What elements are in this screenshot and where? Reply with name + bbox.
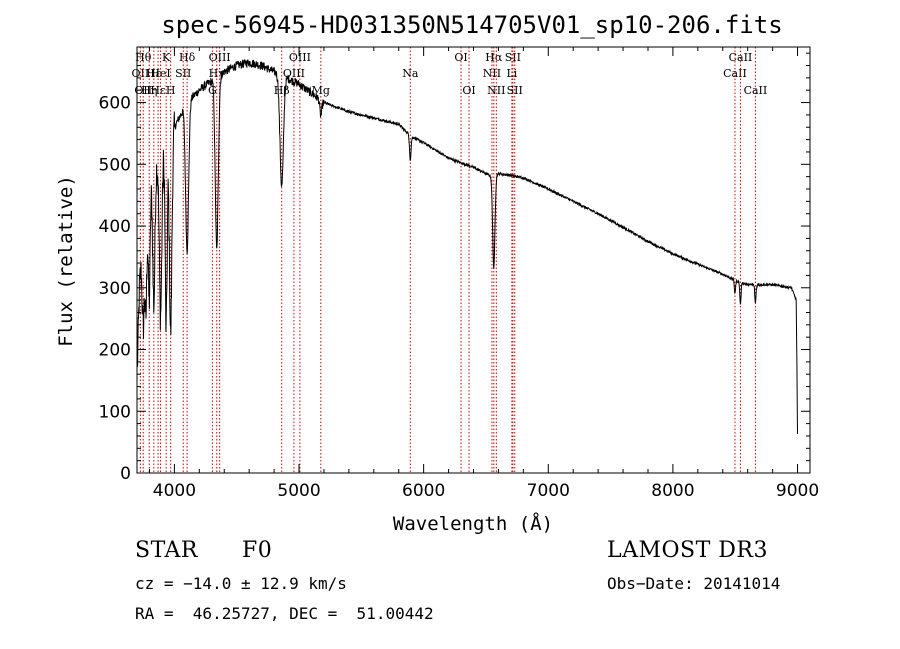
line-marker-label: OIII <box>209 51 231 64</box>
line-marker-label: Hβ <box>274 84 290 97</box>
x-tick-label: 9000 <box>776 481 819 501</box>
x-tick-label: 7000 <box>527 481 570 501</box>
line-marker-label: SII <box>505 51 521 64</box>
spectrum-line <box>136 59 798 434</box>
x-tick-label: 4000 <box>153 481 196 501</box>
survey-name: LAMOST DR3 <box>607 538 768 563</box>
object-subclass: F0 <box>242 538 273 563</box>
line-marker-label: Li <box>506 67 517 80</box>
object-class: STAR <box>135 538 198 563</box>
line-marker-label: Hε <box>146 67 162 80</box>
line-marker-label: Na <box>402 67 419 80</box>
plot-frame <box>136 46 811 474</box>
y-tick-label: 300 <box>99 279 131 299</box>
y-tick-label: 100 <box>99 402 131 422</box>
line-marker-label: CaII <box>723 67 747 80</box>
x-axis: 4000 5000 6000 7000 8000 9000 <box>148 47 819 501</box>
line-marker-label: OI <box>454 51 467 64</box>
line-marker-label: SII <box>507 84 523 97</box>
line-marker-label: OI <box>462 84 475 97</box>
line-marker-label: OII <box>132 67 150 80</box>
y-tick-label: 200 <box>99 341 131 361</box>
y-tick-label: 600 <box>99 94 131 114</box>
x-tick-label: 8000 <box>651 481 694 501</box>
line-markers: OIIHθOIIHηHεHεHeIKHSIIHδGHγOIIIHβOIIIOII… <box>132 47 768 473</box>
line-marker-label: G <box>208 84 217 97</box>
line-marker-label: HeI <box>150 67 170 80</box>
x-tick-label: 6000 <box>402 481 445 501</box>
line-marker-label: Hε <box>150 84 166 97</box>
line-marker-label: Hα <box>485 51 503 64</box>
y-tick-label: 500 <box>99 155 131 175</box>
line-marker-label: OII <box>134 84 152 97</box>
y-tick-label: 400 <box>99 217 131 237</box>
line-marker-label: OIII <box>289 51 311 64</box>
x-tick-label: 5000 <box>277 481 320 501</box>
obs-date: Obs−Date: 20141014 <box>607 574 781 593</box>
y-tick-label: 0 <box>120 464 131 484</box>
line-marker-label: NII <box>487 84 505 97</box>
line-marker-label: K <box>162 51 171 64</box>
line-marker-label: NII <box>483 67 501 80</box>
chart-title: spec-56945-HD031350N514705V01_sp10-206.f… <box>161 11 782 39</box>
line-marker-label: H <box>166 84 176 97</box>
line-marker-label: Hθ <box>135 51 152 64</box>
line-marker-label: Hδ <box>179 51 196 64</box>
line-marker-label: CaII <box>744 84 768 97</box>
y-axis-label: Flux (relative) <box>55 175 77 347</box>
coordinates: RA = 46.25727, DEC = 51.00442 <box>135 604 434 623</box>
line-marker-label: Hη <box>141 84 157 97</box>
x-axis-label: Wavelength (Å) <box>393 512 553 535</box>
line-marker-label: SII <box>175 67 191 80</box>
redshift-info: cz = −14.0 ± 12.9 km/s <box>135 574 347 593</box>
y-axis: 0 100 200 300 400 500 600 <box>99 52 810 484</box>
line-marker-label: CaII <box>729 51 753 64</box>
